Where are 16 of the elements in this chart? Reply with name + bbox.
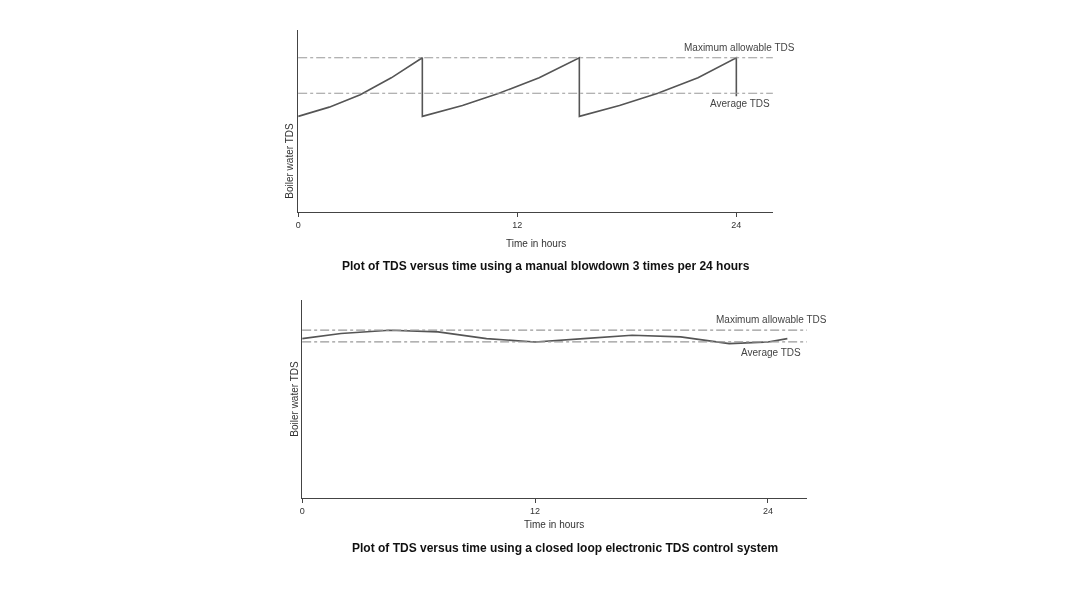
x-tick-label: 24	[731, 219, 742, 230]
ref-line-label: Average TDS	[741, 347, 801, 358]
x-tick-label: 24	[762, 505, 773, 516]
x-axis-title: Time in hours	[524, 519, 585, 530]
y-axis-title: Boiler water TDS	[283, 123, 295, 199]
x-tick-label: 0	[299, 505, 305, 516]
x-tick-label: 12	[512, 219, 523, 230]
text: Plot of TDS versus time using a closed loop electronic TDS control system	[352, 541, 779, 555]
text: Plot of TDS versus time using a manual blowdown 3 times per 24 hours	[342, 259, 750, 273]
ref-line-label: Maximum allowable TDS	[716, 314, 827, 325]
ref-line-label: Maximum allowable TDS	[684, 42, 795, 53]
y-axis-title: Boiler water TDS	[288, 360, 300, 437]
x-tick-label: 0	[295, 219, 301, 230]
x-axis-title: Time in hours	[506, 238, 567, 249]
x-tick-label: 12	[530, 505, 541, 516]
ref-line-label: Average TDS	[710, 98, 770, 109]
